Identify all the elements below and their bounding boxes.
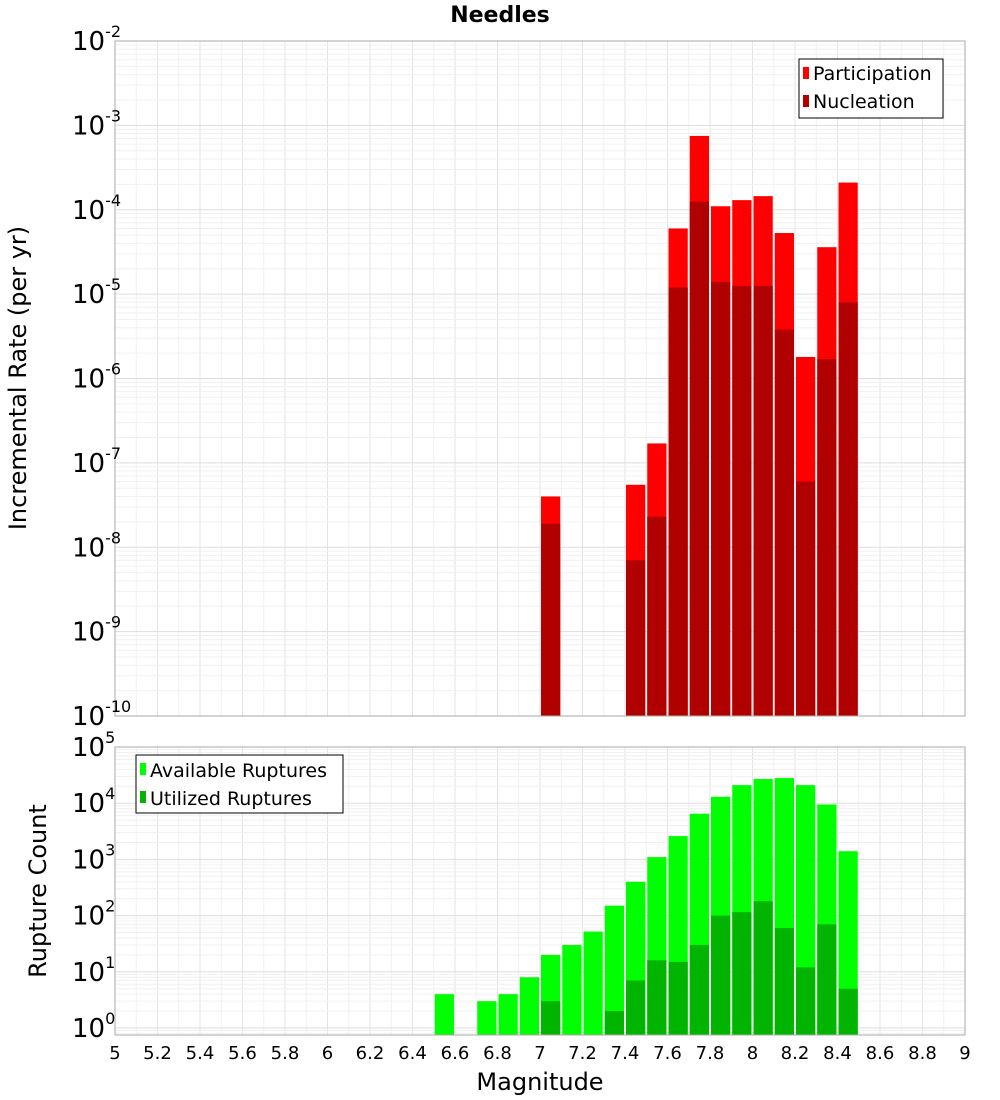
bar-utilized-ruptures [604, 1011, 624, 1035]
bar-nucleation [796, 481, 816, 716]
x-tick-label: 7 [534, 1043, 545, 1064]
x-tick-label: 7.6 [653, 1043, 682, 1064]
bar-available-ruptures [604, 905, 624, 1035]
bar-utilized-ruptures [838, 988, 858, 1035]
bar-nucleation [774, 329, 794, 716]
top-legend-box [798, 58, 944, 119]
top-y-tick-label: 10-7 [72, 444, 121, 479]
bar-nucleation [668, 287, 688, 716]
x-tick-label: 7.8 [696, 1043, 725, 1064]
x-tick-label: 8 [747, 1043, 758, 1064]
top-plot-frame [114, 40, 966, 717]
chart-title: Needles [450, 3, 550, 28]
bar-utilized-ruptures [817, 924, 837, 1035]
bottom-y-tick-label: 100 [72, 1009, 115, 1044]
top-y-tick-label: 10-10 [72, 697, 131, 732]
top-gridlines [114, 41, 966, 717]
x-tick-label: 8.4 [823, 1043, 852, 1064]
x-tick-label: 8.8 [908, 1043, 937, 1064]
bottom-gridlines [114, 747, 966, 1035]
top-y-tick-label: 10-6 [72, 360, 121, 395]
bottom-y-tick-labels: 100 101 102 103 104 105 [72, 728, 115, 1044]
legend-swatch-participation [803, 67, 809, 79]
bar-nucleation [689, 201, 709, 716]
x-tick-label: 5.6 [228, 1043, 257, 1064]
bar-nucleation [541, 523, 561, 716]
x-tick-label: 9 [959, 1043, 970, 1064]
top-y-tick-label: 10-5 [72, 275, 121, 310]
top-y-tick-label: 10-3 [72, 106, 121, 141]
bottom-legend-box [135, 754, 344, 814]
bar-utilized-ruptures [796, 967, 816, 1035]
bottom-y-tick-label: 102 [72, 897, 115, 932]
top-y-axis-label: Incremental Rate (per yr) [4, 226, 32, 530]
x-axis-label: Magnitude [476, 1068, 603, 1096]
bottom-y-tick-label: 105 [72, 728, 115, 763]
legend-swatch-available [140, 763, 146, 775]
bar-utilized-ruptures [541, 1001, 561, 1035]
bar-nucleation [647, 516, 667, 716]
bottom-legend: Available Ruptures Utilized Ruptures [135, 754, 344, 814]
bar-available-ruptures [434, 994, 454, 1035]
top-y-tick-labels: 10-10 10-9 10-8 10-7 10-6 10-5 10-4 10-3 10-2 [72, 22, 131, 732]
x-tick-label: 7.2 [568, 1043, 597, 1064]
bar-utilized-ruptures [647, 960, 667, 1035]
bottom-panel: 100 101 102 103 104 105 5 5.2 5.4 5.6 5.8 6 6.2 6.4 6… [24, 728, 971, 1096]
bar-utilized-ruptures [774, 928, 794, 1035]
x-tick-label: 6.4 [398, 1043, 427, 1064]
x-tick-label: 5.8 [271, 1043, 300, 1064]
legend-swatch-nucleation [803, 95, 809, 107]
bottom-y-tick-label: 104 [72, 784, 115, 819]
top-y-tick-label: 10-9 [72, 613, 121, 648]
x-tick-label: 5.2 [143, 1043, 172, 1064]
bar-nucleation [732, 285, 752, 716]
x-tick-label: 6 [322, 1043, 333, 1064]
bottom-y-axis-label: Rupture Count [24, 804, 52, 978]
x-tick-label: 5 [109, 1043, 120, 1064]
bar-utilized-ruptures [732, 912, 752, 1035]
x-tick-label: 6.8 [483, 1043, 512, 1064]
bottom-plot-frame [114, 746, 966, 1036]
bar-utilized-ruptures [668, 961, 688, 1035]
x-tick-label: 5.4 [186, 1043, 215, 1064]
legend-label-participation: Participation [813, 63, 932, 85]
top-y-tick-label: 10-4 [72, 191, 121, 226]
bottom-y-tick-label: 103 [72, 840, 115, 875]
bar-available-ruptures [583, 931, 603, 1035]
x-tick-label: 6.6 [441, 1043, 470, 1064]
bar-utilized-ruptures [689, 944, 709, 1035]
legend-swatch-utilized [140, 791, 146, 803]
bar-nucleation [817, 359, 837, 716]
legend-label-utilized: Utilized Ruptures [150, 788, 312, 810]
bar-nucleation [711, 281, 731, 716]
bar-available-ruptures [562, 944, 582, 1035]
bottom-bars [434, 778, 858, 1035]
x-tick-label: 6.2 [356, 1043, 385, 1064]
bar-nucleation [838, 302, 858, 716]
top-panel: 10-10 10-9 10-8 10-7 10-6 10-5 10-4 10-3 10-2 Ne… [4, 3, 966, 732]
top-bars [541, 135, 858, 717]
bar-utilized-ruptures [711, 915, 731, 1035]
bar-nucleation [753, 285, 773, 716]
bar-utilized-ruptures [626, 980, 646, 1035]
x-tick-label: 7.4 [611, 1043, 640, 1064]
x-tick-label: 8.2 [781, 1043, 810, 1064]
bar-nucleation [626, 560, 646, 716]
bar-utilized-ruptures [753, 901, 773, 1035]
x-tick-labels: 5 5.2 5.4 5.6 5.8 6 6.2 6.4 6.6 6.8 7 7.2 7.4 7.6 7.8 8… [109, 1043, 970, 1064]
top-y-tick-label: 10-2 [72, 22, 121, 57]
top-y-tick-label: 10-8 [72, 528, 121, 563]
bar-available-ruptures [477, 1001, 497, 1035]
top-legend: Participation Nucleation [798, 58, 944, 119]
legend-label-available: Available Ruptures [150, 760, 327, 782]
bar-available-ruptures [498, 994, 518, 1035]
bar-available-ruptures [519, 977, 539, 1035]
bottom-y-tick-label: 101 [72, 953, 115, 988]
x-tick-label: 8.6 [866, 1043, 895, 1064]
legend-label-nucleation: Nucleation [813, 91, 915, 113]
